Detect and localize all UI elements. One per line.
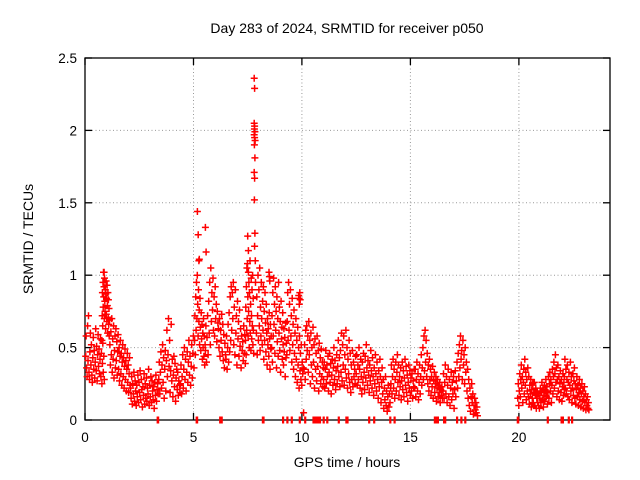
- zero-mark: [368, 416, 371, 424]
- zero-value-marks: [156, 416, 574, 424]
- zero-mark: [282, 416, 285, 424]
- zero-mark: [389, 416, 392, 424]
- x-tick-label: 20: [511, 430, 526, 445]
- x-tick-label: 15: [403, 430, 418, 445]
- y-tick-label: 2: [69, 123, 77, 138]
- y-tick-label: 1: [69, 268, 77, 283]
- zero-mark: [312, 416, 322, 424]
- y-tick-label: 1.5: [58, 196, 77, 211]
- zero-mark: [456, 416, 459, 424]
- zero-mark: [337, 416, 340, 424]
- zero-mark: [304, 416, 307, 424]
- y-tick-label: 0.5: [58, 341, 77, 356]
- zero-mark: [345, 416, 349, 424]
- zero-mark: [326, 416, 329, 424]
- zero-mark: [156, 416, 160, 424]
- zero-mark: [219, 416, 223, 424]
- zero-mark: [393, 416, 396, 424]
- zero-mark: [560, 416, 564, 424]
- x-tick-label: 0: [81, 430, 89, 445]
- y-tick-label: 0: [69, 413, 77, 428]
- data-points-series: [82, 74, 593, 420]
- zero-mark: [516, 416, 520, 424]
- y-tick-label: 2.5: [58, 51, 77, 66]
- zero-mark: [322, 416, 325, 424]
- x-tick-label: 5: [190, 430, 198, 445]
- zero-mark: [286, 416, 289, 424]
- zero-mark: [433, 416, 439, 424]
- zero-mark: [373, 416, 376, 424]
- zero-mark: [290, 416, 293, 424]
- zero-mark: [298, 416, 301, 424]
- zero-mark: [460, 416, 463, 424]
- zero-mark: [195, 416, 199, 424]
- scatter-points: [82, 74, 593, 420]
- tick-labels: 0 5 10 15 20 0 0.5 1 1.5 2 2.5: [58, 51, 526, 445]
- chart-title: Day 283 of 2024, SRMTID for receiver p05…: [210, 20, 483, 36]
- x-axis-label: GPS time / hours: [294, 454, 401, 470]
- zero-mark: [464, 416, 467, 424]
- zero-mark: [567, 416, 570, 424]
- y-axis-label: SRMTID / TECUs: [20, 184, 36, 294]
- x-tick-label: 10: [294, 430, 309, 445]
- zero-mark: [546, 416, 549, 424]
- zero-mark: [261, 416, 265, 424]
- zero-mark: [443, 416, 447, 424]
- zero-mark: [571, 416, 574, 424]
